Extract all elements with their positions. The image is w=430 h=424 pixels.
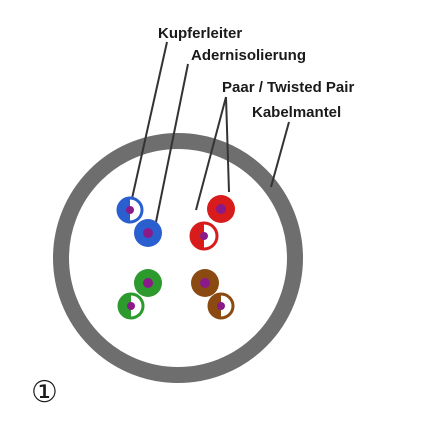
- wire-core-brown-white: [207, 292, 235, 320]
- label-insulation: Adernisolierung: [191, 47, 306, 64]
- leader-line-pair-right: [225, 96, 230, 193]
- wire-core-blue: [134, 219, 162, 247]
- wire-core-green: [134, 269, 162, 297]
- leader-line-jacket: [270, 121, 290, 188]
- wire-core-blue-white: [116, 196, 144, 224]
- label-conductor: Kupferleiter: [158, 25, 242, 42]
- leader-line-pair-left: [195, 96, 227, 211]
- label-jacket: Kabelmantel: [252, 104, 341, 121]
- wire-core-red: [207, 195, 235, 223]
- label-pair: Paar / Twisted Pair: [222, 79, 354, 96]
- wire-cores: [116, 195, 235, 320]
- cable-jacket-ring: [53, 133, 303, 383]
- leader-line-insulation: [155, 63, 189, 223]
- figure-number: ①: [31, 375, 58, 410]
- wire-core-red-white: [189, 221, 219, 251]
- leader-line-conductor: [130, 41, 168, 204]
- wire-core-brown: [191, 269, 219, 297]
- leader-lines: [130, 41, 290, 223]
- wire-core-green-white: [117, 292, 145, 320]
